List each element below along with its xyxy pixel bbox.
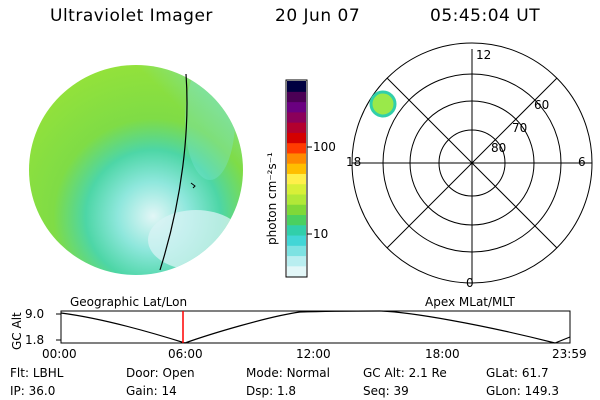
polar-image-fragment xyxy=(369,90,397,118)
mlt-label-midnight: 0 xyxy=(466,276,474,290)
mlt-label-dawn: 6 xyxy=(578,155,586,169)
color-scale-bar xyxy=(285,79,312,278)
info-dsp: Dsp: 1.8 xyxy=(246,384,297,398)
orbit-altitude-plot xyxy=(56,310,571,344)
info-glon: GLon: 149.3 xyxy=(486,384,559,398)
colorbar-segment xyxy=(287,163,306,174)
station-marker xyxy=(190,182,196,189)
colorbar-segment xyxy=(287,91,306,103)
colorbar-segment xyxy=(287,101,306,113)
orbit-x-tick-0000: 00:00 xyxy=(42,347,77,361)
orbit-y-title: GC Alt xyxy=(10,312,24,350)
info-glat: GLat: 61.7 xyxy=(486,366,549,380)
colorbar-segment xyxy=(287,255,306,267)
info-door-value: Open xyxy=(162,366,195,380)
colorbar-unit-label: photon cm⁻²s⁻¹ xyxy=(265,152,279,245)
info-door: Door: Open xyxy=(126,366,195,380)
info-glon-value: 149.3 xyxy=(524,384,559,398)
instrument-title: Ultraviolet Imager xyxy=(50,6,213,26)
info-ip: IP: 36.0 xyxy=(10,384,56,398)
colorbar-segment xyxy=(287,245,306,257)
info-gc-alt: GC Alt: 2.1 Re xyxy=(363,366,447,380)
polar-mlat-mlt-plot xyxy=(351,42,593,284)
colorbar-label-100: 100 xyxy=(313,140,336,154)
colorbar-segment xyxy=(287,122,306,133)
altitude-curve xyxy=(60,310,571,344)
colorbar-segment xyxy=(287,193,306,205)
uv-earth-image xyxy=(29,65,243,275)
info-dsp-value: 1.8 xyxy=(276,384,297,398)
orbit-x-tick-2359: 23:59 xyxy=(552,347,587,361)
colorbar-segment xyxy=(287,224,306,236)
mlat-label-60: 60 xyxy=(534,98,550,112)
observation-date: 20 Jun 07 xyxy=(275,6,361,26)
colorbar-segment xyxy=(287,214,306,226)
observation-time: 05:45:04 UT xyxy=(430,6,541,26)
info-gain: Gain: 14 xyxy=(126,384,177,398)
info-seq-value: 39 xyxy=(393,384,409,398)
mlt-label-dusk: 18 xyxy=(346,155,362,169)
colorbar-label-10: 10 xyxy=(313,227,329,241)
colorbar-segment xyxy=(287,142,306,154)
terminator-line xyxy=(159,73,188,271)
orbit-y-tick-high: 9.0 xyxy=(25,307,45,321)
colorbar-segment xyxy=(287,152,306,164)
info-seq: Seq: 39 xyxy=(363,384,409,398)
mlt-diagonal-2 xyxy=(386,77,558,249)
info-glat-value: 61.7 xyxy=(521,366,549,380)
orbit-left-label: Geographic Lat/Lon xyxy=(70,295,188,309)
info-ip-value: 36.0 xyxy=(28,384,56,398)
orbit-x-tick-1200: 12:00 xyxy=(296,347,331,361)
mlat-label-80: 80 xyxy=(491,141,507,155)
colorbar-segment xyxy=(287,132,306,144)
info-gain-value: 14 xyxy=(161,384,177,398)
colorbar-segment xyxy=(287,81,306,92)
info-mode: Mode: Normal xyxy=(246,366,330,380)
orbit-plot-frame xyxy=(60,310,571,344)
info-mode-value: Normal xyxy=(286,366,330,380)
info-gc-alt-value: 2.1 Re xyxy=(408,366,447,380)
orbit-right-label: Apex MLat/MLT xyxy=(425,295,515,309)
colorbar-segment xyxy=(287,234,306,246)
orbit-y-tick-low: 1.8 xyxy=(25,333,45,347)
info-flt-value: LBHL xyxy=(32,366,64,380)
colorbar-segment xyxy=(287,173,306,185)
info-flt: Flt: LBHL xyxy=(10,366,64,380)
colorbar-segment xyxy=(287,111,306,123)
colorbar-segment xyxy=(287,183,306,195)
mlat-label-70: 70 xyxy=(512,121,528,135)
orbit-x-tick-0600: 06:00 xyxy=(168,347,203,361)
mlt-label-noon: 12 xyxy=(476,48,492,62)
colorbar-segment xyxy=(287,265,306,277)
colorbar-segment xyxy=(287,204,306,216)
orbit-x-tick-1800: 18:00 xyxy=(425,347,460,361)
